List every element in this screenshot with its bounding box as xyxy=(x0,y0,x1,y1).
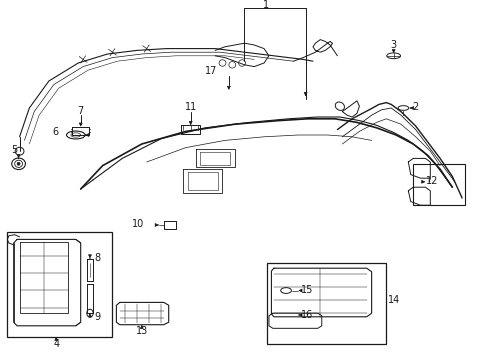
Text: 7: 7 xyxy=(78,106,83,116)
Text: 10: 10 xyxy=(132,219,144,229)
Bar xyxy=(412,164,464,205)
Bar xyxy=(266,263,386,344)
Text: 3: 3 xyxy=(390,40,396,50)
Text: 17: 17 xyxy=(205,66,217,76)
Text: 9: 9 xyxy=(94,312,101,322)
Text: 4: 4 xyxy=(53,339,59,349)
Text: 12: 12 xyxy=(426,176,438,186)
Text: 14: 14 xyxy=(387,294,399,305)
Text: 16: 16 xyxy=(301,310,313,320)
Text: 6: 6 xyxy=(52,127,59,138)
Text: 13: 13 xyxy=(135,326,148,336)
Text: 8: 8 xyxy=(94,253,101,264)
Text: 1: 1 xyxy=(263,0,269,10)
Bar xyxy=(7,232,112,337)
Text: 15: 15 xyxy=(301,285,313,295)
Text: 11: 11 xyxy=(184,102,197,112)
Text: 5: 5 xyxy=(11,145,17,156)
Ellipse shape xyxy=(17,162,20,165)
Text: 2: 2 xyxy=(411,102,418,112)
